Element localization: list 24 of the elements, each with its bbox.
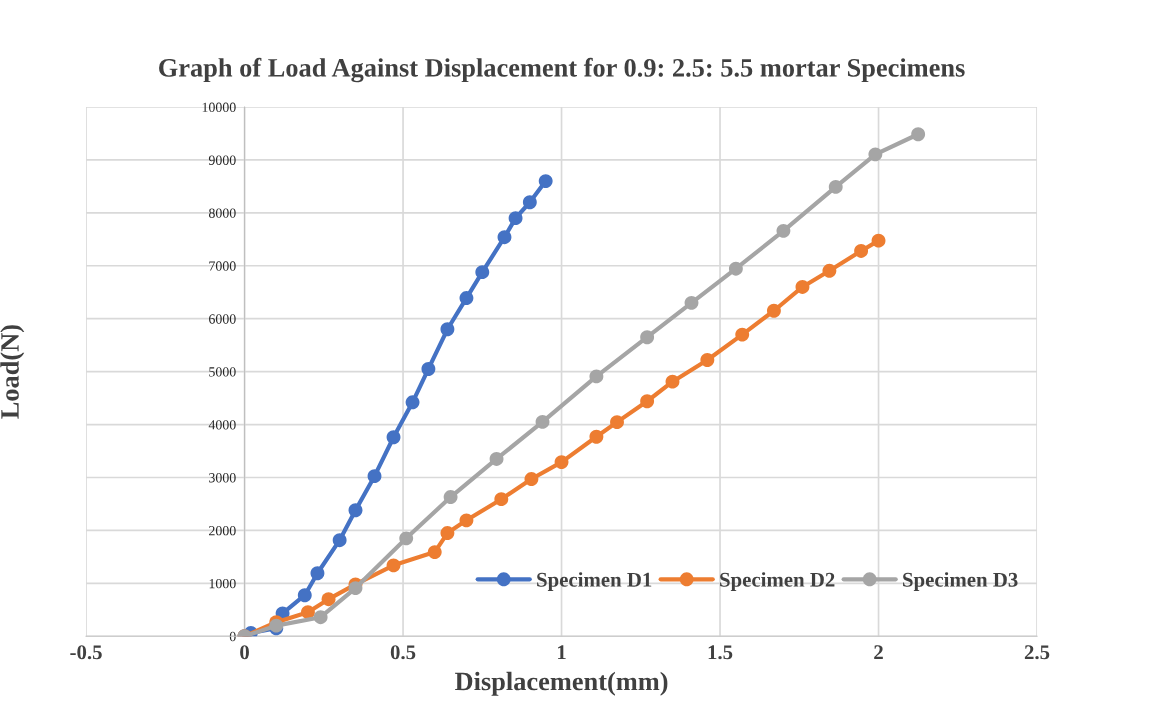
y-tick-label: 1000 <box>209 578 236 589</box>
y-tick-label: 9000 <box>208 155 236 165</box>
y-tick-label: 6000 <box>209 314 236 324</box>
y-tick-label: 10000 <box>202 102 236 112</box>
y-tick-label: 5000 <box>209 367 236 377</box>
y-tick-label: 7000 <box>209 261 236 271</box>
y-tick-label: 3000 <box>209 473 236 483</box>
x-tick-label: -0.5 <box>70 645 102 660</box>
y-tick-label: 8000 <box>208 208 236 218</box>
x-axis-title: Displacement(mm) <box>455 671 668 696</box>
chart-title: Graph of Load Against Displacement for 0.9: 2.5: 5.5 mortar Specimens <box>159 57 965 83</box>
x-tick-label: 0 <box>240 645 249 660</box>
y-tick-label: 4000 <box>208 420 236 430</box>
x-tick-label: 2 <box>874 645 883 660</box>
y-axis-title: Load(N) <box>0 325 25 419</box>
x-tick-label: 1.5 <box>708 645 733 660</box>
legend-label: Specimen D2 <box>720 572 835 592</box>
legend-label: Specimen D1 <box>537 572 652 592</box>
y-tick-label: 2000 <box>209 525 236 536</box>
x-tick-label: 2.5 <box>1024 645 1050 660</box>
legend-label: Specimen D3 <box>903 572 1018 592</box>
y-tick-label: 0 <box>229 631 236 642</box>
x-tick-label: 0.5 <box>390 645 416 660</box>
x-tick-label: 1 <box>558 645 566 660</box>
